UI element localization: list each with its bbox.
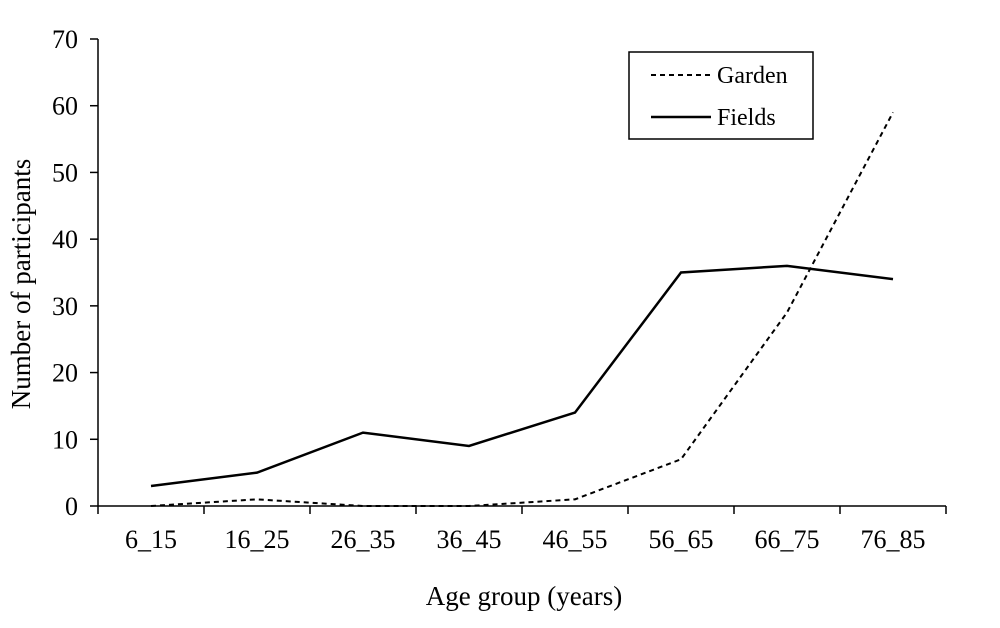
x-axis: 6_15 16_25 26_35 36_45 46_55 56_65 66_75 76_85 (97, 505, 947, 554)
x-tick-label: 56_65 (649, 525, 714, 554)
x-tick-label: 6_15 (125, 525, 177, 554)
legend-box (628, 51, 814, 140)
y-tick-label: 40 (52, 225, 78, 254)
y-axis: 0 10 20 30 40 50 60 70 (52, 25, 99, 521)
y-tick-label: 60 (52, 92, 78, 121)
y-tick-label: 50 (52, 158, 78, 187)
legend: Garden Fields (628, 51, 814, 140)
x-tick-label: 26_35 (331, 525, 396, 554)
series-lines (150, 111, 894, 507)
x-tick-label: 66_75 (755, 525, 820, 554)
y-tick-label: 10 (52, 425, 78, 454)
x-tick-label: 46_55 (543, 525, 608, 554)
x-tick-label: 36_45 (437, 525, 502, 554)
x-tick-label: 76_85 (861, 525, 926, 554)
x-axis-title: Age group (years) (426, 581, 622, 611)
series-line-fields (150, 264, 894, 488)
series-line-garden (150, 111, 894, 507)
y-tick-label: 70 (52, 25, 78, 54)
y-tick-label: 0 (65, 492, 78, 521)
legend-label-garden: Garden (717, 63, 788, 89)
y-axis-title: Number of participants (6, 159, 36, 409)
y-tick-label: 30 (52, 292, 78, 321)
y-tick-label: 20 (52, 359, 78, 388)
x-tick-label: 16_25 (225, 525, 290, 554)
legend-label-fields: Fields (717, 105, 776, 131)
